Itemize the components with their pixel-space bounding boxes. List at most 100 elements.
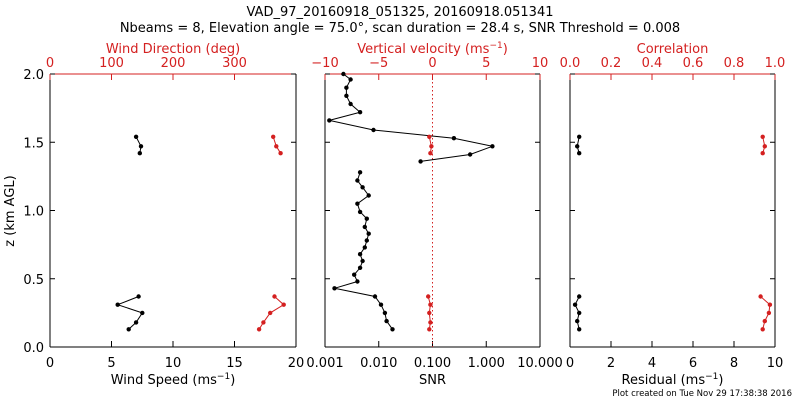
wind-direction-point <box>281 302 286 307</box>
vertical-velocity-point <box>428 320 433 325</box>
top-tick-label: 10 <box>532 56 549 71</box>
wind-speed-point <box>136 294 141 299</box>
snr-point <box>357 252 363 257</box>
panel-velocity-bottom-axis-label: SNR <box>419 373 446 388</box>
wind-speed-point <box>140 310 145 316</box>
top-tick-label: 0.6 <box>683 56 704 71</box>
y-tick-label: 1.5 <box>23 136 44 151</box>
vertical-velocity-point <box>428 151 433 156</box>
top-tick-label: 100 <box>99 56 124 71</box>
figure-title-line1: VAD_97_20160918_051325, 20160918.051341 <box>247 5 554 20</box>
snr-point <box>362 224 367 230</box>
top-tick-label: 0.0 <box>560 56 581 71</box>
footer-timestamp: Plot created on Tue Nov 29 17:38:38 2016 <box>612 389 792 399</box>
snr-line <box>334 172 393 330</box>
bottom-tick-label: 5 <box>107 356 115 371</box>
snr-point <box>382 310 388 316</box>
snr-point <box>355 178 360 183</box>
bottom-tick-label: 8 <box>730 356 738 371</box>
residual-point <box>575 318 580 324</box>
correlation-point <box>760 151 765 156</box>
snr-point <box>355 279 360 284</box>
residual-point <box>577 134 582 139</box>
vertical-velocity-point <box>427 134 432 139</box>
figure-title-line2: Nbeams = 8, Elevation angle = 75.0°, sca… <box>120 21 680 36</box>
snr-point <box>364 238 369 243</box>
wind-speed-point <box>137 151 142 156</box>
vertical-velocity-point <box>427 310 432 316</box>
correlation-point <box>760 134 765 139</box>
snr-point <box>352 272 357 277</box>
snr-point <box>360 258 365 264</box>
panel-quality-bottom-axis-label: Residual (ms−1) <box>622 372 724 388</box>
wind-speed-point <box>115 302 120 307</box>
bottom-tick-label: 10 <box>165 356 182 371</box>
snr-point <box>357 170 363 175</box>
top-tick-label: 300 <box>222 56 247 71</box>
wind-direction-point <box>261 320 266 325</box>
correlation-point <box>762 318 767 324</box>
y-tick-label: 1.0 <box>23 205 44 220</box>
bottom-tick-label: 1.000 <box>468 356 505 371</box>
y-tick-label: 0.5 <box>23 273 44 288</box>
vertical-velocity-point <box>429 144 434 149</box>
bottom-tick-label: 4 <box>648 356 656 371</box>
snr-point <box>371 127 376 133</box>
snr-point <box>364 216 369 221</box>
snr-point <box>451 136 457 141</box>
wind-speed-point <box>138 144 144 149</box>
top-tick-label: 200 <box>161 56 186 71</box>
correlation-point <box>767 302 773 307</box>
residual-point <box>577 151 582 156</box>
top-tick-label: 0.4 <box>642 56 663 71</box>
bottom-tick-label: 0 <box>566 356 574 371</box>
snr-point <box>362 245 367 250</box>
top-tick-label: 0 <box>428 56 436 71</box>
top-tick-label: 0.8 <box>724 56 745 71</box>
correlation-point <box>766 310 772 316</box>
snr-point <box>490 144 495 149</box>
residual-point <box>577 310 582 316</box>
bottom-tick-label: 0.100 <box>414 356 451 371</box>
snr-point <box>360 185 365 190</box>
wind-direction-point <box>278 151 283 156</box>
residual-point <box>572 302 578 307</box>
wind-speed-line <box>116 296 144 330</box>
vertical-velocity-point <box>427 327 432 332</box>
panel-quality-top-axis-label: Correlation <box>637 42 709 57</box>
wind-direction-point <box>268 310 273 316</box>
bottom-tick-label: 0.010 <box>360 356 397 371</box>
snr-point <box>341 71 346 77</box>
top-tick-label: 1.0 <box>765 56 786 71</box>
residual-point <box>575 144 580 149</box>
vertical-velocity-point <box>426 294 431 299</box>
snr-point <box>384 318 389 324</box>
wind-direction-point <box>274 144 279 149</box>
snr-point <box>378 302 384 307</box>
panel-wind-bottom-axis-label: Wind Speed (ms−1) <box>111 372 236 388</box>
snr-point <box>332 286 337 291</box>
top-tick-label: −10 <box>311 56 338 71</box>
bottom-tick-label: 20 <box>288 356 305 371</box>
top-tick-label: 0 <box>46 56 54 71</box>
snr-point <box>344 93 349 99</box>
snr-point <box>366 193 371 198</box>
panel-wind-top-axis-label: Wind Direction (deg) <box>106 42 240 57</box>
bottom-tick-label: 6 <box>689 356 697 371</box>
wind-speed-point <box>133 320 139 325</box>
snr-point <box>344 85 349 90</box>
bottom-tick-label: 10 <box>767 356 784 371</box>
snr-point <box>348 77 353 82</box>
snr-point <box>357 209 363 215</box>
vertical-velocity-point <box>428 302 433 307</box>
top-tick-label: 0.2 <box>601 56 622 71</box>
y-tick-label: 2.0 <box>23 68 44 83</box>
wind-direction-point <box>271 134 276 139</box>
snr-point <box>327 118 332 123</box>
snr-point <box>372 294 378 299</box>
top-tick-label: −5 <box>369 56 388 71</box>
bottom-tick-label: 0.001 <box>306 356 343 371</box>
snr-point <box>348 101 353 107</box>
snr-point <box>418 159 423 164</box>
